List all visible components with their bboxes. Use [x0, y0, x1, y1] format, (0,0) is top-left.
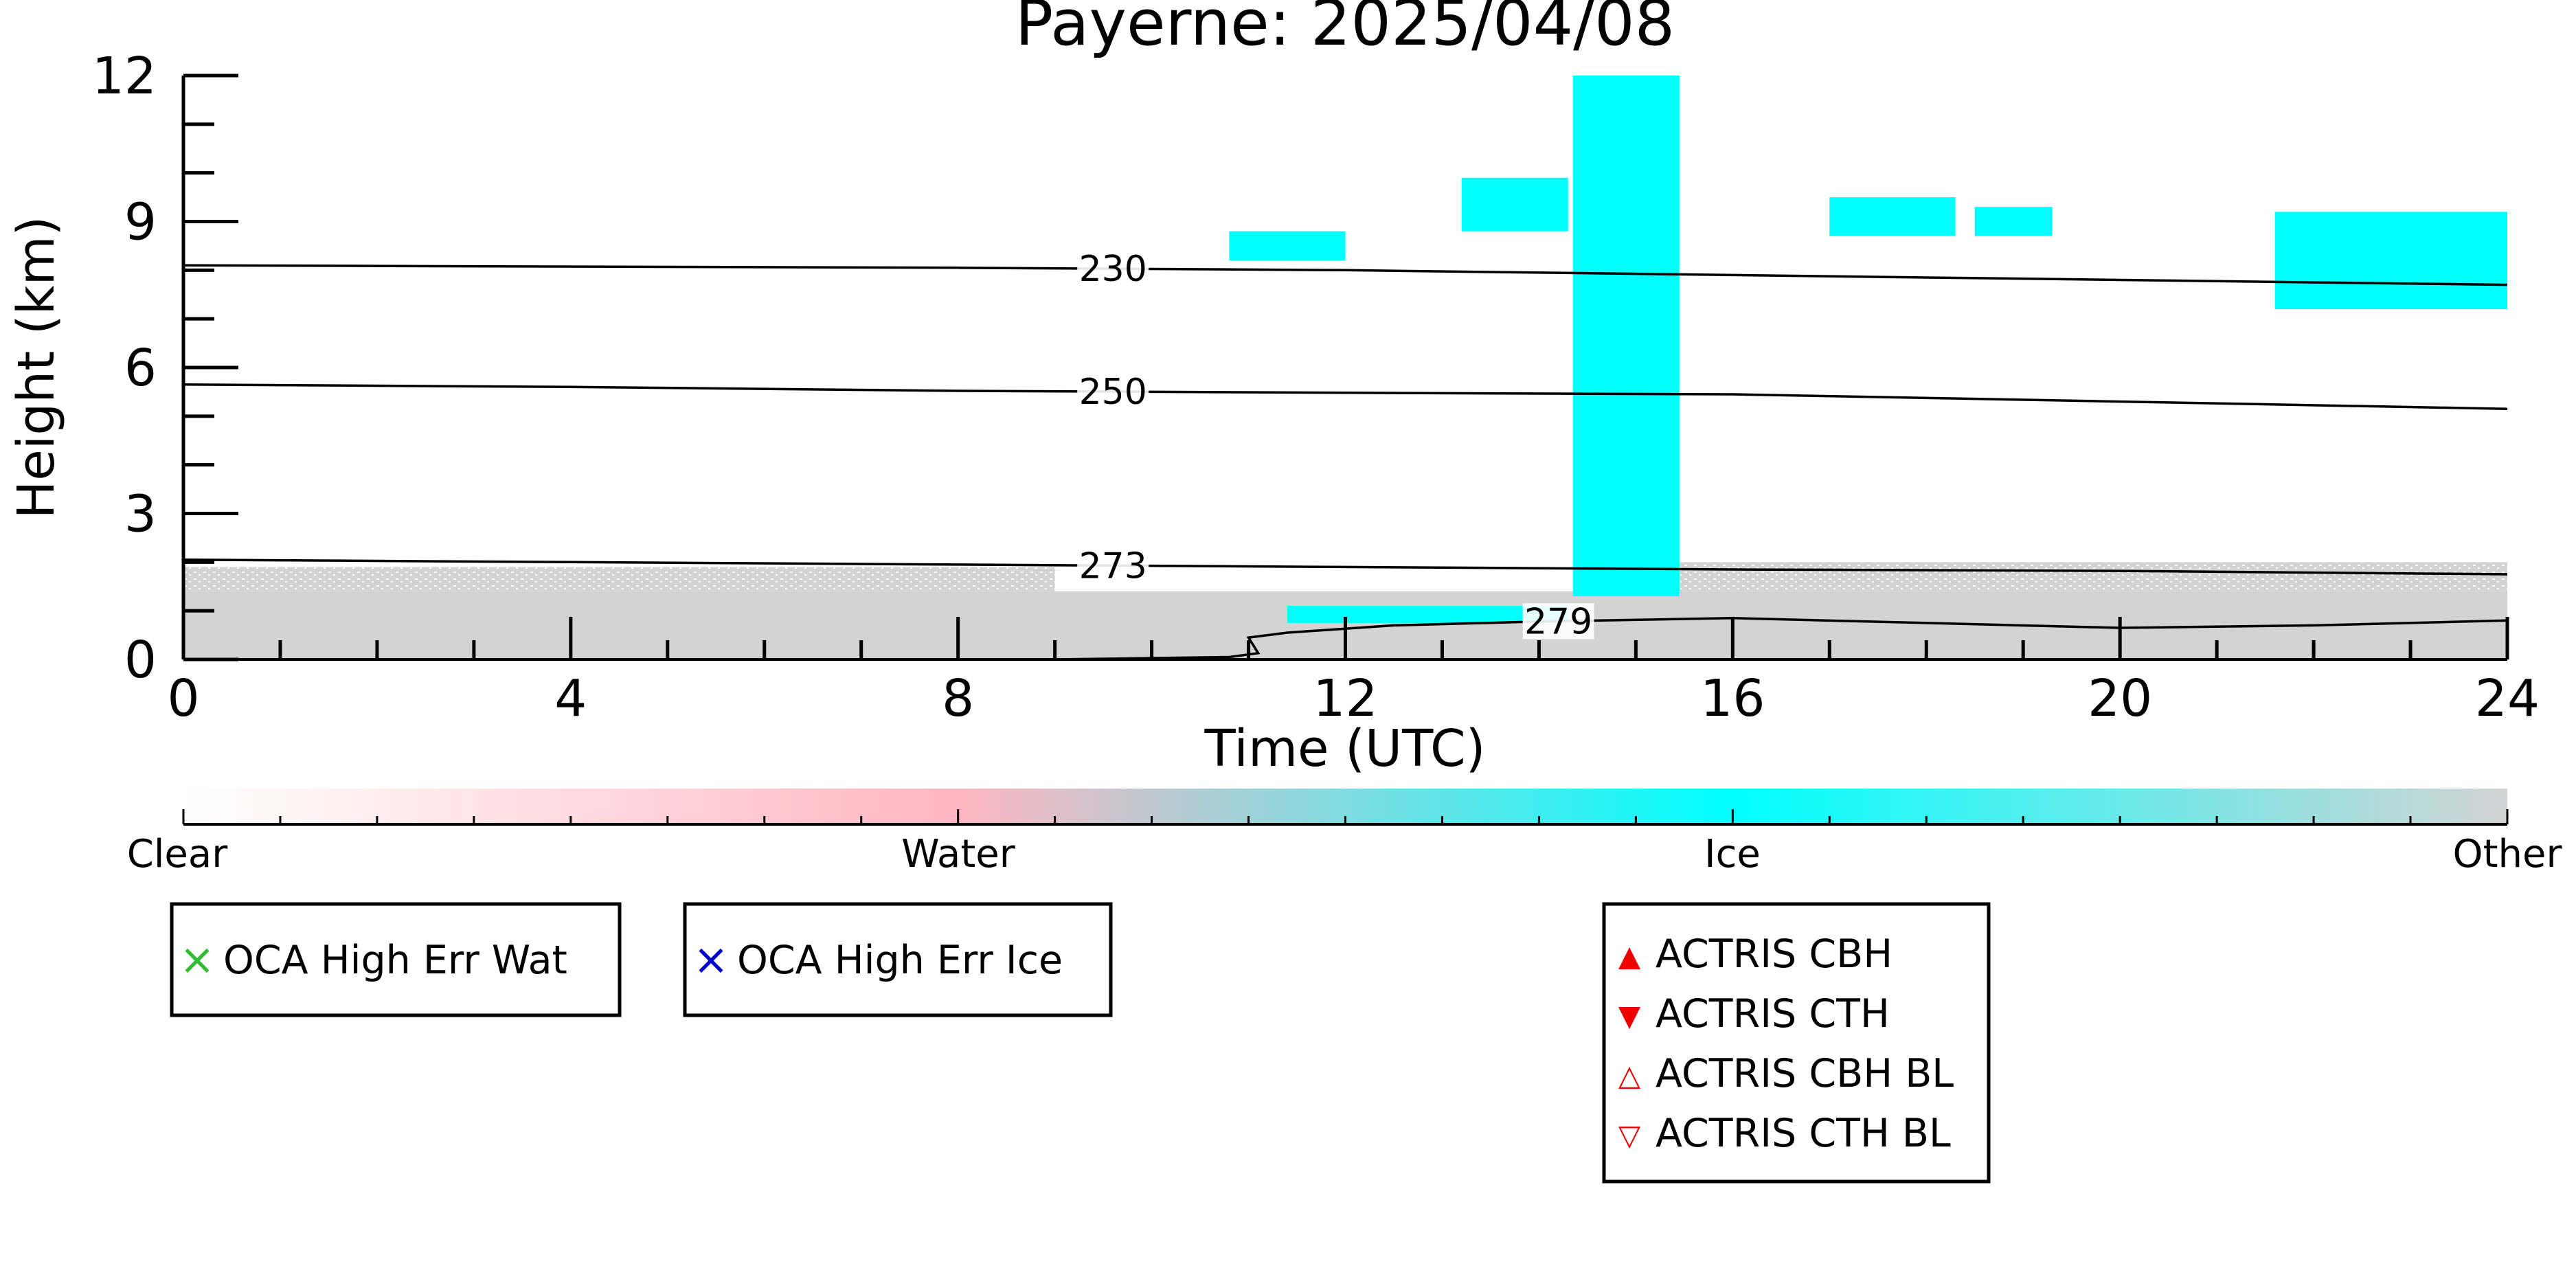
- x-tick-label: 20: [2088, 669, 2152, 728]
- legend-label-oca-water: OCA High Err Wat: [223, 938, 567, 983]
- y-tick-label: 3: [124, 485, 157, 544]
- colorbar-label-other: Other: [2452, 832, 2562, 877]
- triangle-up-outline-icon: △: [1618, 1059, 1641, 1092]
- y-tick-label: 9: [124, 193, 157, 252]
- x-tick-label: 12: [1313, 669, 1377, 728]
- triangle-up-icon: ▲: [1618, 939, 1641, 973]
- isotherm-250: [183, 383, 2508, 410]
- legend-label-oca-ice: OCA High Err Ice: [737, 938, 1063, 983]
- x-tick-label: 16: [1700, 669, 1765, 728]
- isotherm-label-bg: [1522, 603, 1594, 640]
- isotherm-273: [183, 558, 2508, 576]
- cross-marker-icon: ×: [693, 934, 729, 984]
- region-ice-7: [1829, 197, 1956, 236]
- isotherm-230: [183, 264, 2508, 286]
- legend-actris: ▲ ACTRIS CBH ▼ ACTRIS CTH △ ACTRIS CBH B…: [1602, 902, 1991, 1184]
- x-tick-label: 4: [554, 669, 587, 728]
- y-axis-ticks: 0 3 6 9 12: [92, 47, 238, 690]
- x-axis-label: Time (UTC): [1204, 719, 1485, 778]
- colorbar: Clear Water Ice Other: [127, 789, 2562, 877]
- colorbar-label-clear: Clear: [127, 832, 228, 877]
- isotherm-label-279: 279: [1524, 601, 1592, 642]
- y-axis-label: Height (km): [7, 216, 66, 519]
- cross-marker-icon: ×: [179, 934, 215, 984]
- region-ice-6: [1461, 177, 1568, 231]
- triangle-down-icon: ▼: [1618, 999, 1641, 1032]
- legend-box-actris: [1602, 902, 1991, 1184]
- isotherm-label-bg: [1077, 547, 1149, 584]
- region-ice-4: [1287, 606, 1568, 623]
- region-ice-5: [1229, 231, 1346, 261]
- isotherm-label-bg: [1077, 374, 1149, 410]
- legend-label-actris-cth: ACTRIS CTH: [1656, 991, 1890, 1037]
- x-tick-label: 8: [942, 669, 974, 728]
- isotherm-label-273: 273: [1079, 545, 1147, 587]
- legend-label-actris-cth-bl: ACTRIS CTH BL: [1656, 1111, 1951, 1156]
- colorbar-label-water: Water: [901, 832, 1016, 877]
- legend-box-oca-ice: [683, 902, 1113, 1017]
- y-tick-label: 0: [124, 631, 157, 690]
- chart-title: Payerne: 2025/04/08: [1015, 0, 1675, 60]
- region-ice-9: [2274, 212, 2507, 309]
- legend-oca-ice: × OCA High Err Ice: [683, 902, 1113, 1017]
- x-tick-label: 24: [2475, 669, 2540, 728]
- legend-box-oca-water: [170, 902, 622, 1017]
- colorbar-ticks: [182, 809, 2509, 824]
- legend-label-actris-cbh: ACTRIS CBH: [1656, 931, 1893, 977]
- isotherm-label-bg: [1077, 251, 1149, 287]
- y-tick-label: 6: [124, 339, 157, 398]
- isotherm-label-250: 250: [1079, 372, 1147, 413]
- isotherm-279: [1054, 617, 2508, 661]
- y-tick-label: 12: [92, 47, 157, 106]
- isotherm-label-230: 230: [1079, 249, 1147, 290]
- region-other-2: [1674, 562, 2507, 591]
- legend-oca-water: × OCA High Err Wat: [170, 902, 622, 1017]
- legend-label-actris-cbh-bl: ACTRIS CBH BL: [1656, 1051, 1954, 1096]
- region-ice-8: [1974, 207, 2053, 236]
- isotherm-lines: 230 250 273 279: [183, 249, 2508, 661]
- colorbar-label-ice: Ice: [1704, 832, 1761, 877]
- triangle-down-outline-icon: ▽: [1618, 1118, 1641, 1152]
- x-tick-label: 0: [167, 669, 199, 728]
- region-ice-3: [1572, 76, 1680, 596]
- region-other-1: [183, 567, 1055, 591]
- x-axis-ticks: 0 4 8 12 16 20 24: [167, 617, 2540, 728]
